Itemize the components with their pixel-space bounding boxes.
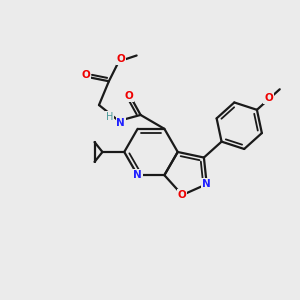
Text: N: N bbox=[202, 179, 211, 189]
Text: O: O bbox=[178, 190, 187, 200]
Text: O: O bbox=[116, 55, 125, 64]
Text: H: H bbox=[106, 112, 114, 122]
Text: N: N bbox=[116, 118, 125, 128]
Text: O: O bbox=[82, 70, 91, 80]
Text: O: O bbox=[264, 93, 273, 103]
Text: N: N bbox=[133, 170, 142, 180]
Text: O: O bbox=[124, 91, 133, 101]
